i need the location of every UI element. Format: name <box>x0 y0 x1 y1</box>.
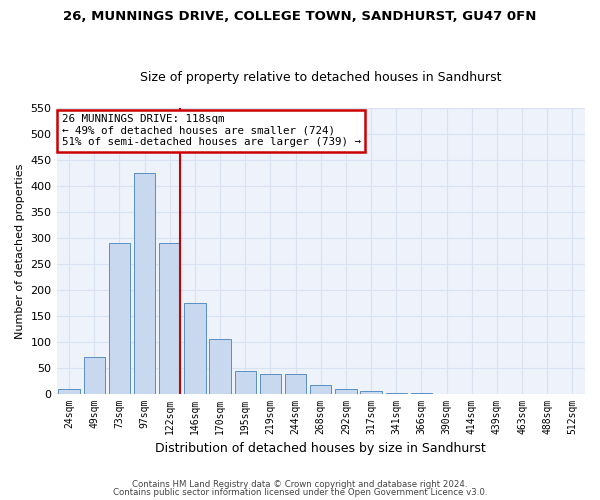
Bar <box>209 339 231 394</box>
Title: Size of property relative to detached houses in Sandhurst: Size of property relative to detached ho… <box>140 70 502 84</box>
Bar <box>386 392 407 394</box>
Bar <box>235 372 256 394</box>
Text: 26, MUNNINGS DRIVE, COLLEGE TOWN, SANDHURST, GU47 0FN: 26, MUNNINGS DRIVE, COLLEGE TOWN, SANDHU… <box>64 10 536 23</box>
Bar <box>260 374 281 394</box>
Bar <box>411 393 432 394</box>
Text: Contains HM Land Registry data © Crown copyright and database right 2024.: Contains HM Land Registry data © Crown c… <box>132 480 468 489</box>
Bar <box>134 173 155 394</box>
Y-axis label: Number of detached properties: Number of detached properties <box>15 163 25 338</box>
Text: Contains public sector information licensed under the Open Government Licence v3: Contains public sector information licen… <box>113 488 487 497</box>
Bar <box>83 357 105 394</box>
Bar <box>109 243 130 394</box>
Bar <box>159 243 181 394</box>
Bar <box>58 390 80 394</box>
X-axis label: Distribution of detached houses by size in Sandhurst: Distribution of detached houses by size … <box>155 442 486 455</box>
Text: 26 MUNNINGS DRIVE: 118sqm
← 49% of detached houses are smaller (724)
51% of semi: 26 MUNNINGS DRIVE: 118sqm ← 49% of detac… <box>62 114 361 147</box>
Bar <box>285 374 307 394</box>
Bar <box>361 392 382 394</box>
Bar <box>310 386 331 394</box>
Bar <box>184 303 206 394</box>
Bar <box>335 390 356 394</box>
